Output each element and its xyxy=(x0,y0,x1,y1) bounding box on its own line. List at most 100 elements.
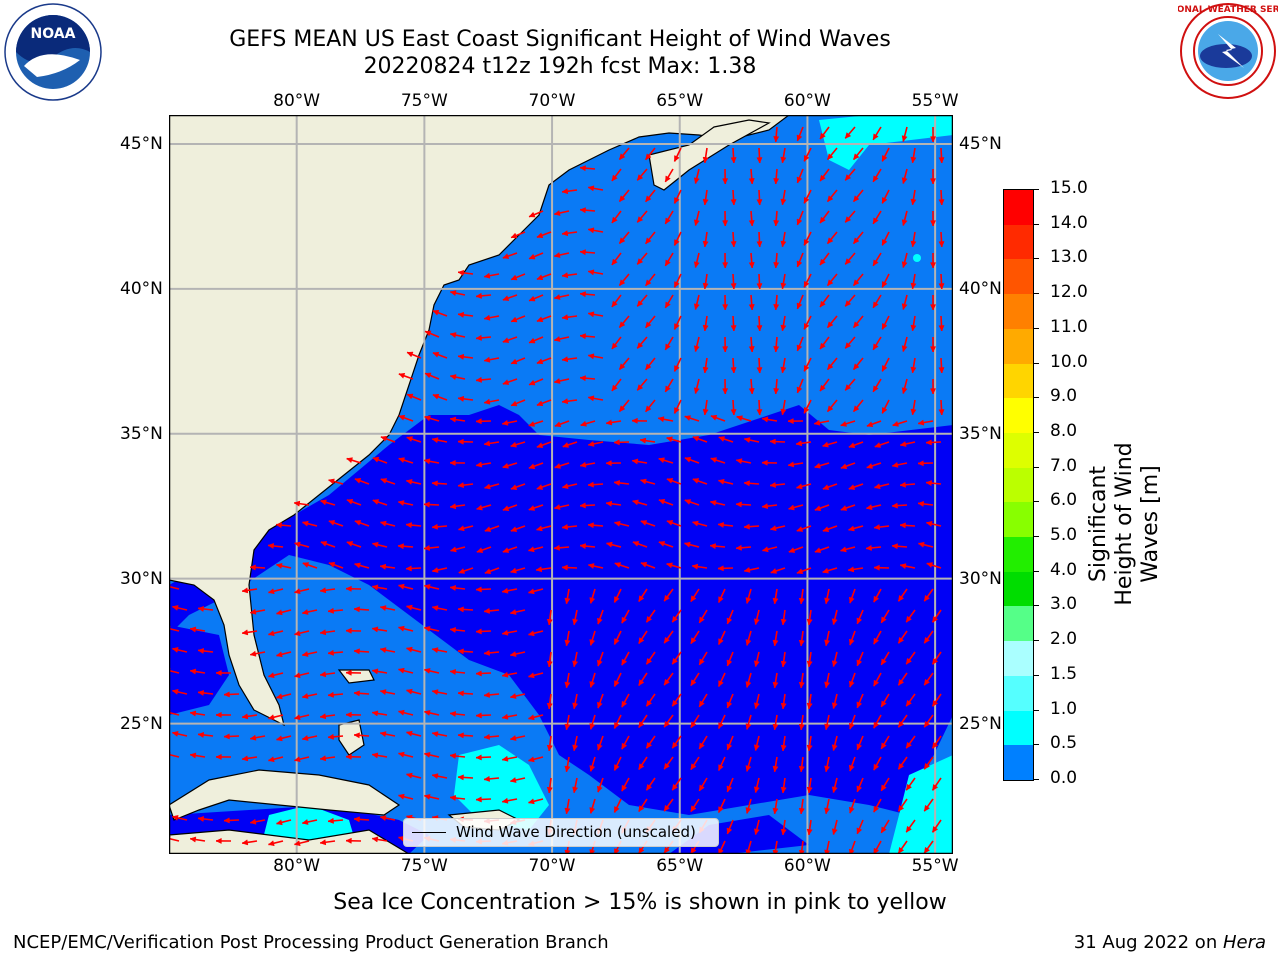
wind-wave-arrow xyxy=(449,710,466,717)
wind-wave-arrow xyxy=(397,500,414,506)
wind-wave-arrow xyxy=(579,165,596,172)
wind-wave-arrow xyxy=(780,147,787,164)
wind-wave-arrow xyxy=(872,168,882,183)
wind-wave-arrow xyxy=(587,395,604,402)
wind-wave-arrow xyxy=(613,756,622,772)
wind-wave-arrow xyxy=(761,459,778,466)
footer-date: 31 Aug 2022 on Hera xyxy=(1074,932,1266,953)
wind-wave-arrow xyxy=(189,752,206,759)
wind-wave-arrow xyxy=(917,541,934,548)
wind-wave-arrow xyxy=(796,336,804,352)
wind-wave-arrow xyxy=(618,189,630,203)
wind-wave-arrow xyxy=(353,690,370,697)
wind-wave-arrow xyxy=(405,565,422,572)
wind-wave-arrow xyxy=(639,437,656,444)
wind-wave-arrow xyxy=(897,798,908,812)
wind-wave-arrow xyxy=(663,630,674,644)
wind-wave-arrow xyxy=(923,840,934,854)
wind-wave-arrow xyxy=(475,461,492,468)
wind-wave-arrow xyxy=(698,609,708,624)
colorbar-tick-mark xyxy=(1033,397,1039,399)
wind-wave-arrow xyxy=(753,609,760,626)
wind-wave-arrow xyxy=(501,587,518,594)
wind-wave-arrow xyxy=(319,713,336,720)
wind-wave-arrow xyxy=(796,168,804,184)
wind-wave-arrow xyxy=(684,415,700,422)
wind-wave-arrow xyxy=(564,630,571,647)
wind-wave-arrow xyxy=(692,478,708,485)
wind-wave-arrow xyxy=(613,588,622,604)
wind-wave-arrow xyxy=(931,735,942,749)
wind-wave-arrow xyxy=(197,647,214,654)
wind-wave-arrow xyxy=(748,378,755,395)
wind-wave-arrow xyxy=(267,672,284,679)
wind-wave-arrow xyxy=(873,756,882,771)
wind-wave-arrow xyxy=(702,273,709,290)
footer-date-text: 31 Aug 2022 on xyxy=(1073,932,1223,953)
wind-wave-arrow xyxy=(346,457,362,464)
wind-wave-arrow xyxy=(899,481,916,488)
wind-wave-arrow xyxy=(745,672,752,688)
wind-wave-arrow xyxy=(923,672,934,686)
wind-wave-arrow xyxy=(826,231,838,245)
wind-wave-arrow xyxy=(901,168,908,185)
wind-wave-arrow xyxy=(371,710,388,717)
wind-wave-arrow xyxy=(849,588,856,604)
wind-wave-arrow xyxy=(613,672,622,688)
wind-wave-arrow xyxy=(327,649,344,656)
wind-wave-arrow xyxy=(423,709,440,716)
wind-wave-arrow xyxy=(664,210,674,225)
wind-wave-arrow xyxy=(897,630,908,644)
wind-wave-arrow xyxy=(432,393,448,401)
wind-wave-arrow xyxy=(611,294,622,308)
wind-wave-arrow xyxy=(561,483,578,490)
wind-wave-arrow xyxy=(644,357,656,371)
wind-wave-arrow xyxy=(553,336,570,342)
wind-wave-arrow xyxy=(449,416,466,423)
wind-wave-arrow xyxy=(897,588,908,602)
wind-wave-arrow xyxy=(796,378,804,394)
wind-wave-arrow xyxy=(319,755,336,762)
wind-wave-arrow xyxy=(844,294,856,307)
wind-wave-arrow xyxy=(249,734,266,741)
wind-wave-arrow xyxy=(753,693,760,710)
wind-wave-arrow xyxy=(748,168,755,185)
wind-wave-arrow xyxy=(564,756,571,773)
wind-wave-arrow xyxy=(824,714,831,731)
wind-wave-arrow xyxy=(844,168,856,181)
wind-wave-arrow xyxy=(553,210,570,216)
wind-wave-arrow xyxy=(796,126,804,142)
wind-wave-arrow xyxy=(666,478,682,485)
wind-wave-arrow xyxy=(717,630,726,646)
wind-wave-arrow xyxy=(638,756,648,771)
wind-wave-arrow xyxy=(241,713,258,720)
wind-wave-arrow xyxy=(354,520,370,527)
colorbar-bin xyxy=(1004,224,1033,260)
wind-wave-arrow xyxy=(580,420,596,427)
lat-label-right: 30°N xyxy=(959,568,1002,589)
wind-wave-arrow xyxy=(501,755,518,762)
wind-wave-arrow xyxy=(798,714,805,731)
wind-wave-arrow xyxy=(449,374,466,381)
wind-wave-arrow xyxy=(636,252,648,265)
wind-wave-arrow xyxy=(803,189,812,204)
colorbar-tick-label: 1.0 xyxy=(1050,698,1078,719)
wind-wave-arrow xyxy=(880,693,890,708)
wind-wave-arrow xyxy=(671,609,682,623)
wind-wave-arrow xyxy=(718,840,726,854)
wind-wave-arrow xyxy=(769,438,786,445)
wind-wave-arrow xyxy=(564,714,571,731)
wind-wave-arrow xyxy=(735,458,752,465)
wind-wave-arrow xyxy=(691,520,708,527)
wind-wave-arrow xyxy=(561,356,578,363)
wind-wave-arrow xyxy=(930,378,937,395)
wind-wave-arrow xyxy=(639,478,656,485)
wind-wave-arrow xyxy=(824,798,831,815)
wind-wave-arrow xyxy=(561,230,578,237)
wind-wave-arrow xyxy=(613,798,622,814)
wind-wave-arrow xyxy=(345,585,362,592)
wind-wave-arrow xyxy=(722,336,729,353)
wind-wave-arrow xyxy=(423,667,440,674)
wind-wave-arrow xyxy=(897,840,908,854)
wind-wave-arrow xyxy=(189,626,206,633)
